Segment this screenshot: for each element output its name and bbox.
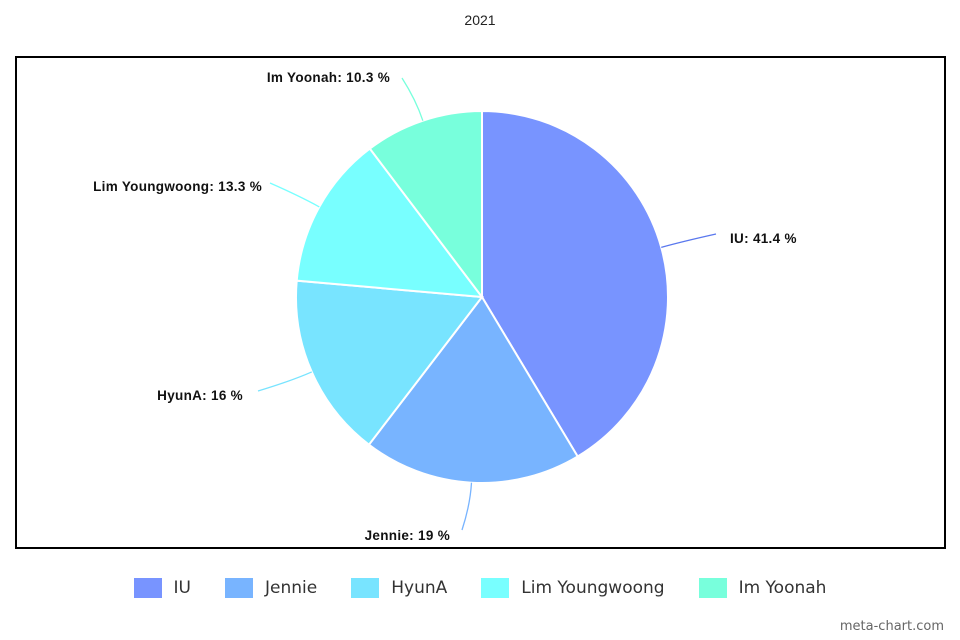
legend-label: HyunA — [391, 578, 448, 598]
label-connector — [269, 182, 320, 208]
legend-item-jennie[interactable]: Jennie — [225, 578, 317, 598]
label-connector — [661, 233, 717, 248]
pie-slice-im-yoonah[interactable] — [368, 109, 483, 300]
data-label: Lim Youngwoong: 13.3 % — [93, 179, 262, 194]
label-connector — [257, 371, 313, 392]
label-connector — [401, 77, 424, 121]
legend: IU Jennie HyunA Lim Youngwoong Im Yoonah — [0, 578, 960, 598]
data-label: HyunA: 16 % — [157, 388, 243, 403]
legend-item-im-yoonah[interactable]: Im Yoonah — [698, 578, 827, 598]
data-label: Jennie: 19 % — [365, 528, 450, 543]
chart-frame — [15, 56, 946, 549]
legend-swatch — [481, 578, 510, 598]
legend-label: Lim Youngwoong — [521, 578, 665, 598]
legend-label: Im Yoonah — [738, 578, 827, 598]
legend-swatch — [225, 578, 254, 598]
legend-label: Jennie — [265, 578, 318, 598]
legend-item-lim-youngwoong[interactable]: Lim Youngwoong — [481, 578, 665, 598]
pie-slice-jennie[interactable] — [367, 295, 580, 484]
credit-link[interactable]: meta-chart.com — [839, 619, 944, 634]
legend-swatch — [351, 578, 380, 598]
pie-slice-hyuna[interactable] — [295, 279, 484, 447]
legend-item-iu[interactable]: IU — [133, 578, 192, 598]
legend-label: IU — [173, 578, 192, 598]
chart-title: 2021 — [464, 12, 496, 28]
legend-swatch — [133, 578, 162, 598]
data-label: IU: 41.4 % — [730, 231, 797, 246]
pie-slice-iu[interactable] — [481, 109, 669, 458]
label-connector — [461, 482, 473, 531]
legend-swatch — [698, 578, 727, 598]
data-label: Im Yoonah: 10.3 % — [267, 70, 390, 85]
legend-item-hyuna[interactable]: HyunA — [351, 578, 447, 598]
